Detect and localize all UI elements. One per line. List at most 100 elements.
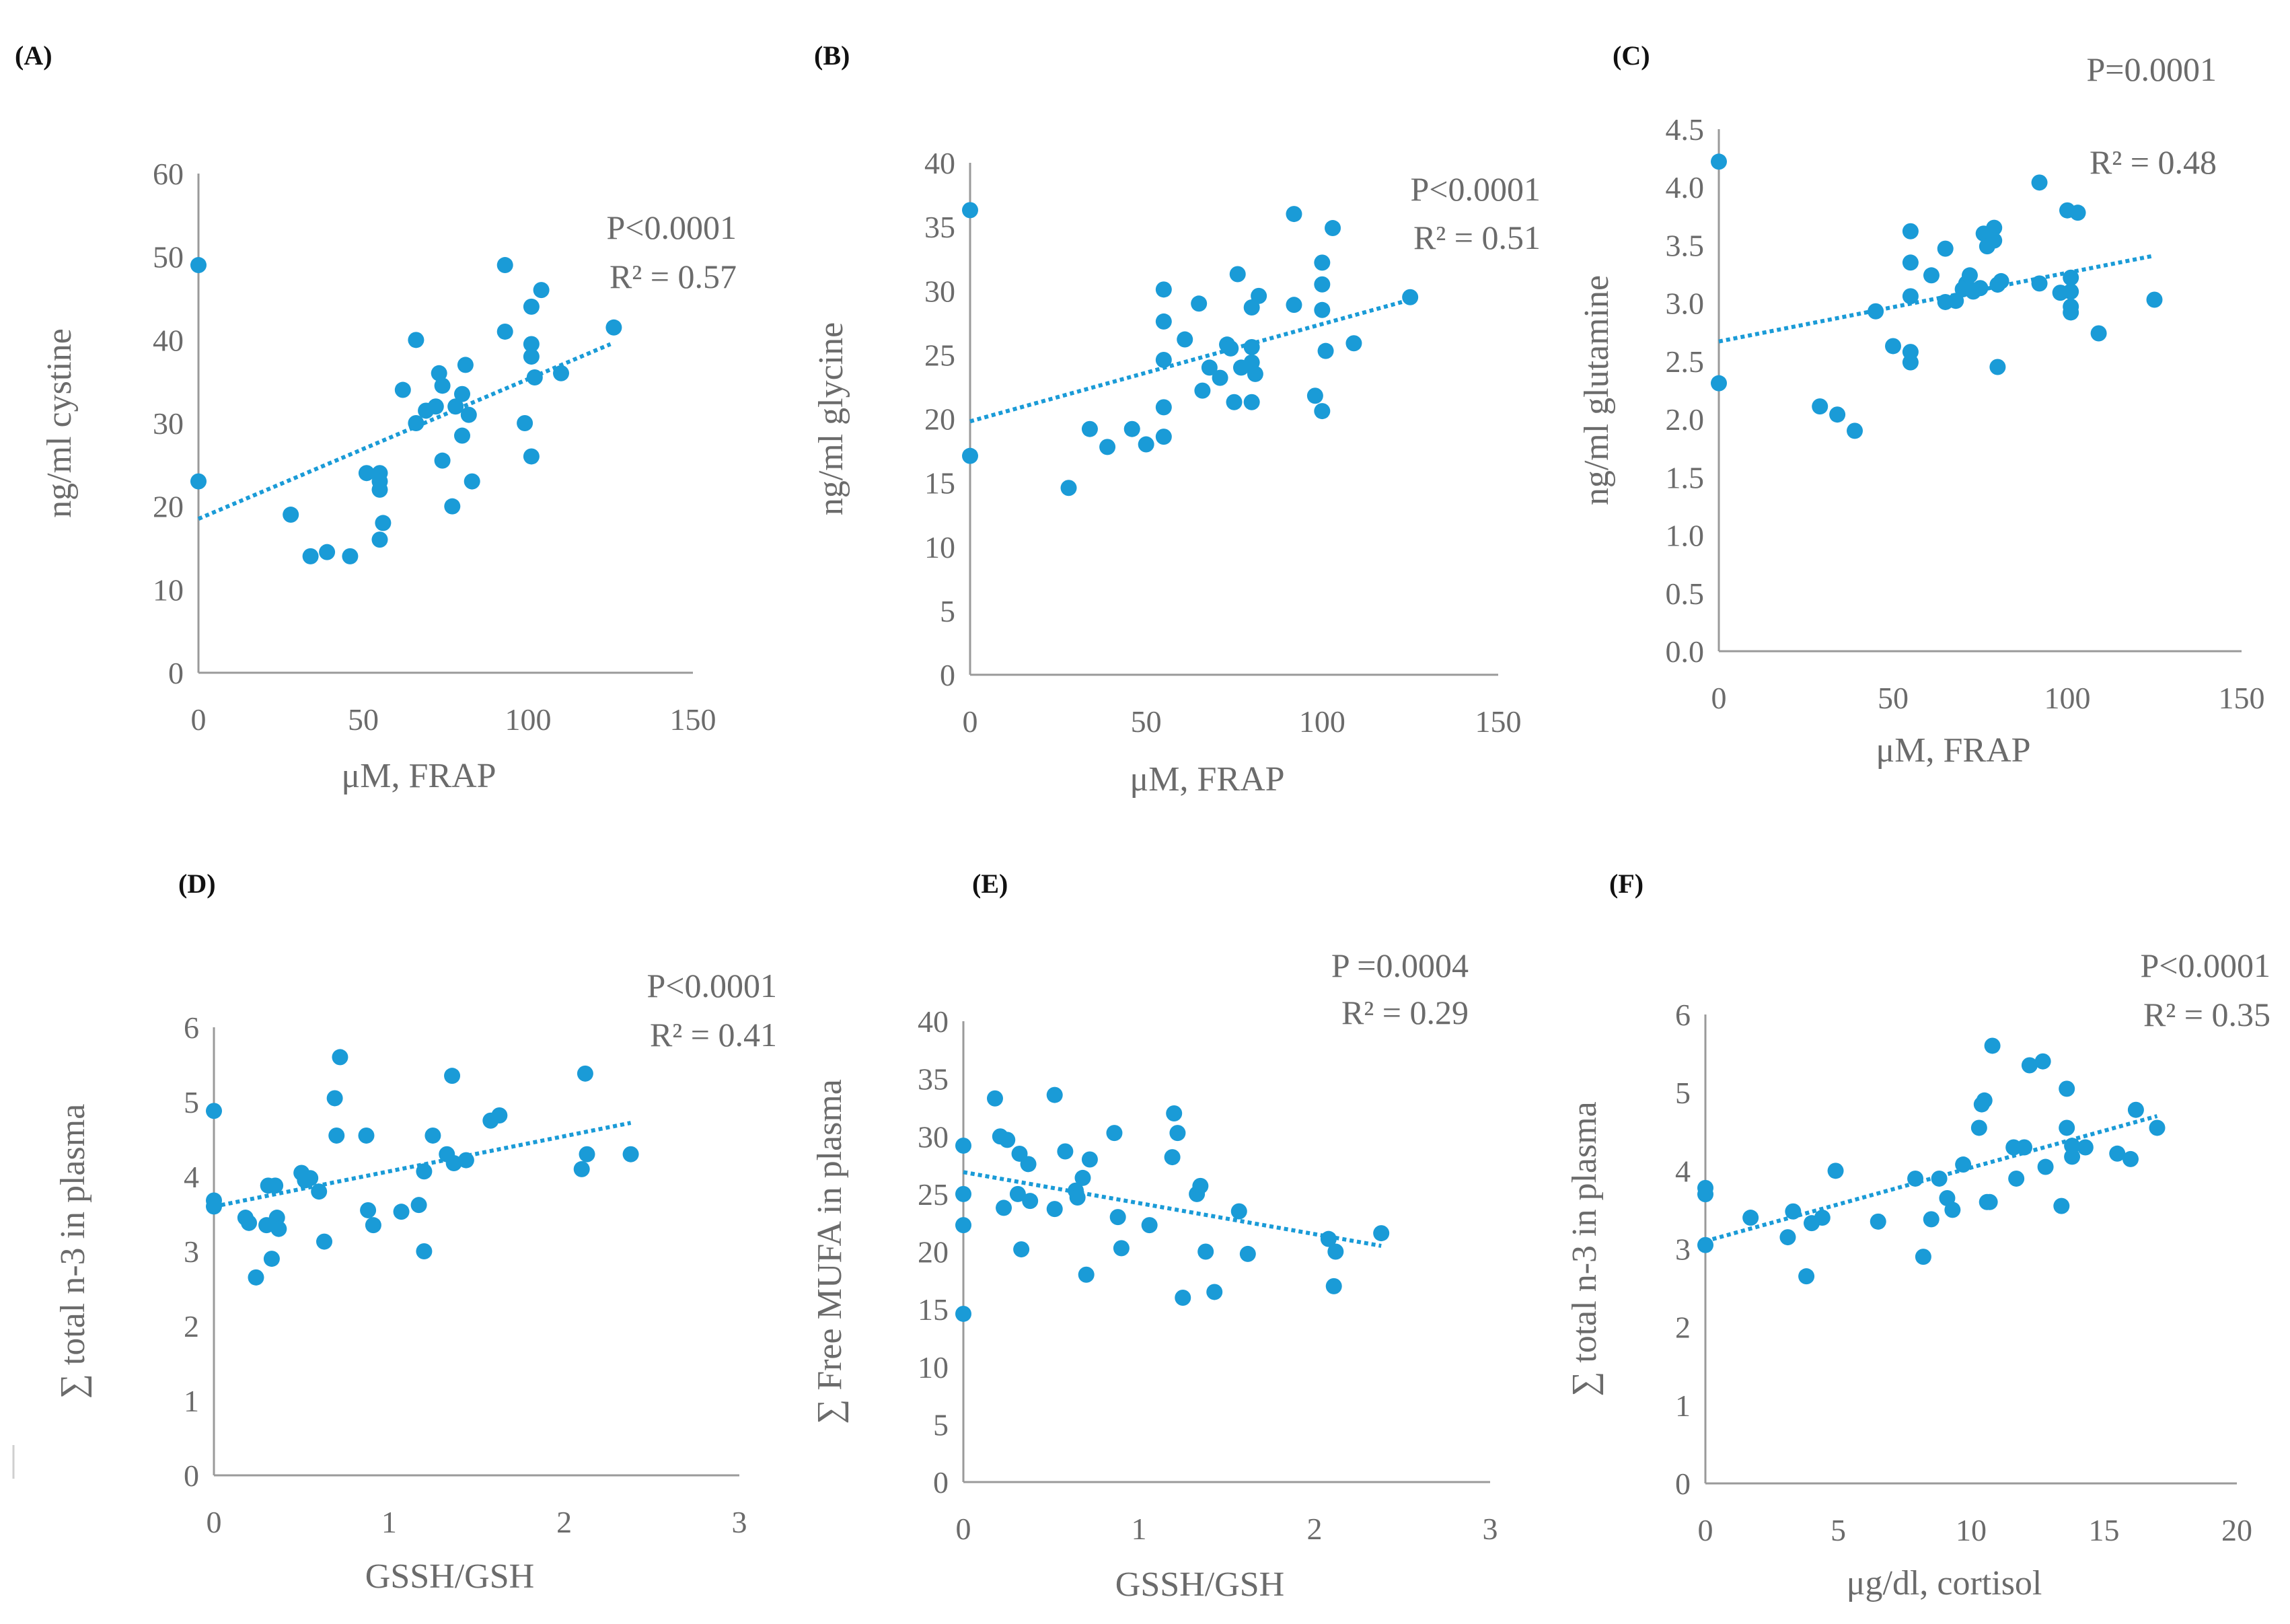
- data-point: [1402, 289, 1419, 305]
- x-tick-label: 5: [1831, 1513, 1846, 1547]
- data-point: [371, 531, 388, 548]
- y-tick-label: 0: [933, 1465, 949, 1500]
- data-point: [1742, 1210, 1759, 1226]
- data-point: [1779, 1229, 1796, 1246]
- data-point: [1155, 429, 1172, 445]
- data-point: [444, 498, 461, 515]
- r-squared-label: R² = 0.48: [2090, 143, 2217, 181]
- data-point: [2053, 1197, 2070, 1214]
- data-point: [394, 381, 411, 398]
- data-point: [1976, 1092, 1993, 1109]
- data-point: [1106, 1125, 1123, 1142]
- data-point: [1057, 1143, 1074, 1160]
- data-point: [416, 1243, 433, 1259]
- data-point: [328, 1127, 345, 1144]
- y-tick-label: 40: [918, 1004, 949, 1039]
- data-point: [1078, 1266, 1095, 1283]
- data-point: [1123, 420, 1140, 437]
- data-point: [1194, 382, 1211, 399]
- y-axis-title: ∑ total n-3 in plasma: [54, 1104, 92, 1399]
- p-value-label: P=0.0001: [2086, 50, 2217, 88]
- y-tick-label: 20: [918, 1235, 949, 1269]
- data-point: [1785, 1203, 1802, 1220]
- data-point: [1989, 359, 2006, 375]
- x-tick-label: 1: [381, 1505, 397, 1539]
- data-point: [408, 415, 424, 431]
- data-point: [1955, 1156, 1972, 1173]
- y-axis-title: ng/ml glycine: [812, 322, 850, 515]
- x-tick-label: 0: [963, 704, 978, 739]
- chart-panel-3: (C) 0.0 0.5 1.0 1.5 2.0 2.5 3.0 3.5 4.0 4.5 0 50 100 1…: [1578, 40, 2265, 770]
- x-tick-label: 0: [207, 1505, 222, 1539]
- x-tick-label: 3: [1483, 1512, 1498, 1546]
- data-point: [302, 548, 319, 564]
- r-squared-label: R² = 0.35: [2143, 996, 2270, 1033]
- panel-label: (A): [15, 40, 52, 71]
- y-tick-label: 3: [1675, 1232, 1691, 1267]
- data-point: [1081, 1151, 1098, 1168]
- data-point: [1325, 220, 1341, 237]
- data-point: [1247, 365, 1263, 382]
- data-point: [1320, 1230, 1337, 1247]
- data-point: [283, 507, 299, 523]
- data-point: [263, 1251, 280, 1267]
- data-point: [553, 365, 569, 381]
- y-tick-label: 30: [924, 274, 955, 308]
- data-point: [1060, 480, 1077, 496]
- data-point: [962, 202, 978, 219]
- data-point: [206, 1103, 222, 1119]
- data-point: [1306, 387, 1323, 404]
- data-point: [1984, 1037, 2001, 1054]
- data-point: [1981, 1193, 1998, 1210]
- data-point: [1212, 369, 1228, 386]
- chart-panel-5: (E) 0 5 10 15 20 25 30 35 40 0 1 2 3 GSSH/GSH ∑ Free MU…: [811, 869, 1498, 1604]
- data-point: [996, 1199, 1012, 1216]
- data-point: [1191, 295, 1208, 312]
- y-tick-label: 30: [153, 406, 184, 441]
- data-point: [1317, 342, 1334, 359]
- data-point: [622, 1146, 639, 1162]
- data-point: [444, 1068, 461, 1084]
- chart-panel-1: (A) 0 10 20 30 40 50 60 0 50 100 150 μM, FRAP ng/ml c…: [15, 40, 737, 795]
- data-point: [1314, 276, 1331, 293]
- data-point: [533, 282, 550, 299]
- data-point: [1697, 1186, 1713, 1203]
- data-point: [1931, 1170, 1948, 1187]
- y-tick-label: 1.5: [1666, 460, 1705, 494]
- data-point: [1175, 1290, 1191, 1306]
- y-tick-label: 2: [184, 1309, 199, 1343]
- data-point: [1937, 240, 1954, 257]
- data-point: [1944, 1202, 1961, 1218]
- y-tick-label: 4.5: [1666, 112, 1705, 147]
- y-tick-label: 6: [1675, 998, 1691, 1032]
- data-point: [1972, 280, 1989, 297]
- data-point: [1074, 1169, 1091, 1186]
- x-tick-label: 2: [556, 1505, 572, 1539]
- x-axis-title: μM, FRAP: [1876, 731, 2030, 770]
- data-point: [1243, 394, 1260, 410]
- data-point: [267, 1177, 284, 1194]
- y-tick-label: 5: [1675, 1076, 1691, 1110]
- x-tick-label: 50: [348, 702, 379, 737]
- data-point: [1902, 288, 1919, 305]
- data-point: [1155, 351, 1172, 368]
- data-point: [1923, 1211, 1940, 1228]
- data-point: [2064, 1138, 2081, 1154]
- data-point: [1286, 206, 1302, 223]
- data-point: [523, 298, 540, 315]
- data-point: [526, 369, 543, 385]
- x-axis-title: μM, FRAP: [341, 757, 496, 795]
- data-point: [1902, 354, 1919, 371]
- y-tick-label: 3: [184, 1234, 199, 1269]
- data-point: [2031, 174, 2048, 191]
- y-tick-label: 25: [918, 1177, 949, 1212]
- data-point: [955, 1185, 971, 1202]
- data-point: [955, 1137, 971, 1154]
- data-point: [410, 1197, 427, 1214]
- data-point: [523, 448, 540, 465]
- x-tick-label: 150: [670, 702, 716, 737]
- x-tick-label: 150: [2219, 681, 2265, 715]
- trendline: [197, 342, 612, 521]
- y-tick-label: 0: [1675, 1467, 1691, 1501]
- data-point: [2077, 1139, 2094, 1156]
